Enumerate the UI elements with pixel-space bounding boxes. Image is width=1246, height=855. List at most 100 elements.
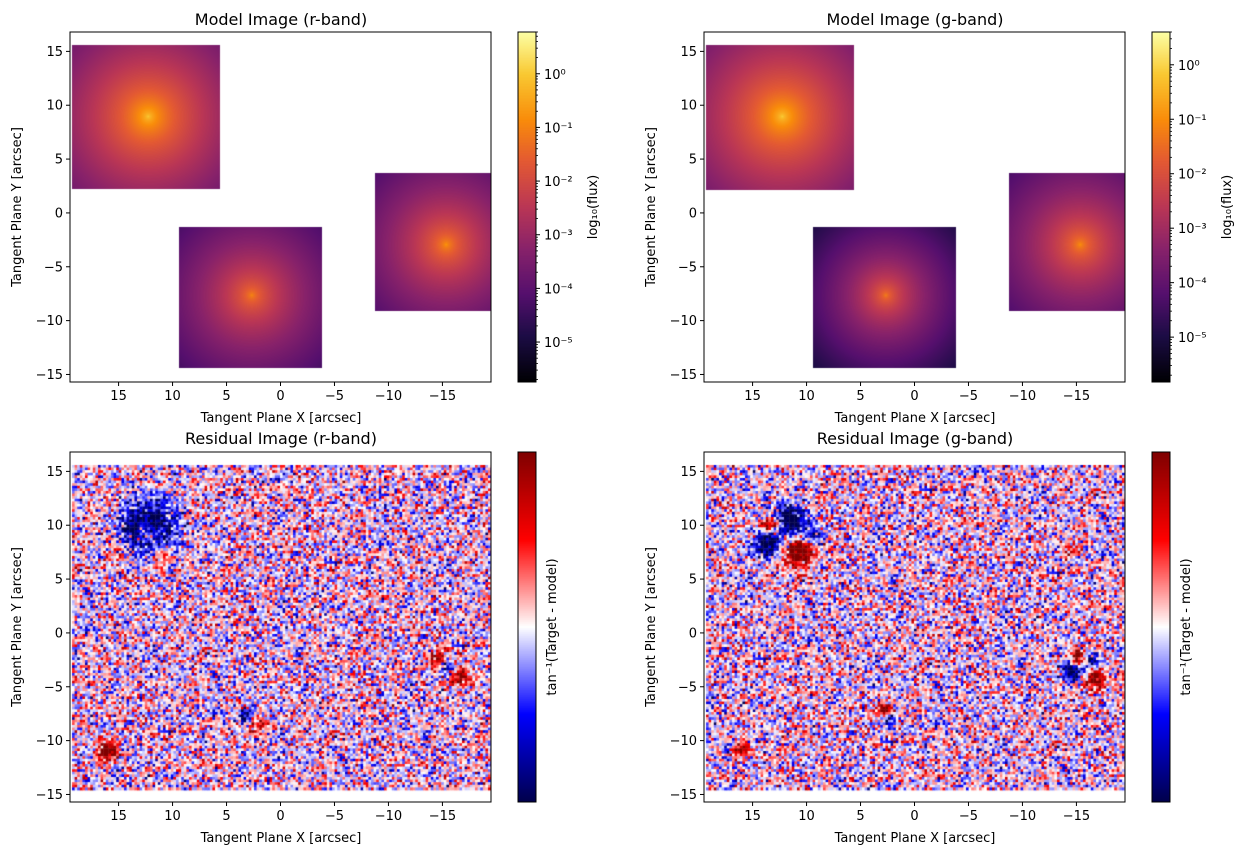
y-tick-label: −10 (670, 314, 697, 329)
x-tick-label: 5 (222, 389, 230, 404)
y-tick-label: 10 (46, 99, 63, 114)
y-tick-label: 10 (46, 519, 63, 534)
x-tick-label: −5 (959, 389, 978, 404)
x-axis-ticks: 15 10 5 0 −5 −10 −15 (744, 382, 1090, 404)
y-tick-label: −5 (678, 260, 697, 275)
panel-title: Residual Image (g-band) (817, 429, 1014, 448)
panel-title: Residual Image (r-band) (185, 429, 377, 448)
y-axis-ticks: 15 10 5 0 −5 −10 −15 (670, 465, 704, 803)
x-tick-label: −15 (429, 809, 456, 824)
y-tick-label: 15 (46, 45, 63, 60)
x-tick-label: −5 (325, 389, 344, 404)
x-tick-label: −5 (325, 809, 344, 824)
x-tick-label: 5 (222, 809, 230, 824)
x-tick-label: −10 (1009, 809, 1036, 824)
colorbar-tick-label: 10⁻³ (544, 229, 573, 244)
x-tick-label: 15 (744, 809, 761, 824)
y-tick-label: 10 (680, 99, 697, 114)
panel-residual-r: Residual Image (r-band) 15 10 5 0 −5 −10 −15 1… (10, 429, 560, 846)
x-tick-label: 10 (798, 389, 815, 404)
colorbar-tick-label: 10⁻⁵ (544, 336, 573, 351)
y-tick-label: 0 (55, 626, 63, 641)
colorbar-ticks: 10⁰ 10⁻¹ 10⁻² 10⁻³ 10⁻⁴ 10⁻⁵ (536, 31, 573, 380)
x-tick-label: 10 (164, 389, 181, 404)
colorbar-tick-label: 10⁻⁵ (1178, 331, 1207, 346)
colorbar-tick-label: 10⁻² (544, 175, 573, 190)
colorbar-tick-label: 10⁻⁴ (1178, 277, 1207, 292)
colorbar: 10⁰ 10⁻¹ 10⁻² 10⁻³ 10⁻⁴ 10⁻⁵ (517, 31, 573, 383)
x-axis-ticks: 15 10 5 0 −5 −10 −15 (744, 802, 1090, 824)
y-tick-label: 15 (680, 465, 697, 480)
y-tick-label: 0 (55, 206, 63, 221)
y-axis-label: Tangent Plane Y [arcsec] (644, 127, 659, 288)
colorbar-label: log₁₀(flux) (586, 175, 601, 240)
colorbar-tick-label: 10⁻³ (1178, 222, 1207, 237)
y-tick-label: 5 (55, 573, 63, 588)
image-plot: 15 10 5 0 −5 −10 −15 15 10 5 0 −5 −10 −15 (670, 31, 1126, 404)
x-axis-label: Tangent Plane X [arcsec] (834, 831, 996, 846)
colorbar (1151, 451, 1171, 803)
colorbar-label: log₁₀(flux) (1220, 175, 1235, 240)
colorbar-ticks: 10⁰ 10⁻¹ 10⁻² 10⁻³ 10⁻⁴ 10⁻⁵ (1170, 31, 1207, 376)
colorbar-frame (1151, 31, 1171, 383)
x-tick-label: 15 (110, 809, 127, 824)
x-tick-label: 10 (798, 809, 815, 824)
colorbar-frame (517, 451, 537, 803)
x-tick-label: 0 (910, 389, 918, 404)
colorbar-label: tan⁻¹(Target - model) (1179, 558, 1194, 695)
x-tick-label: 0 (276, 809, 284, 824)
x-axis-label: Tangent Plane X [arcsec] (200, 831, 362, 846)
panel-title: Model Image (r-band) (195, 10, 367, 29)
panel-residual-g: Residual Image (g-band) 15 10 5 0 −5 −10 −15 1… (644, 429, 1194, 846)
x-tick-label: 0 (276, 389, 284, 404)
colorbar-tick-label: 10⁻² (1178, 168, 1207, 183)
colorbar-tick-label: 10⁰ (544, 68, 566, 83)
image-plot: 15 10 5 0 −5 −10 −15 15 10 5 0 −5 −10 −15 (670, 451, 1126, 824)
x-tick-label: −15 (1063, 809, 1090, 824)
y-tick-label: 0 (689, 626, 697, 641)
y-tick-label: −10 (36, 314, 63, 329)
x-tick-label: −10 (375, 809, 402, 824)
x-tick-label: 10 (164, 809, 181, 824)
x-tick-label: 15 (110, 389, 127, 404)
y-axis-ticks: 15 10 5 0 −5 −10 −15 (670, 45, 704, 383)
x-tick-label: −10 (375, 389, 402, 404)
y-tick-label: −15 (36, 788, 63, 803)
panel-title: Model Image (g-band) (827, 10, 1004, 29)
y-tick-label: −10 (36, 734, 63, 749)
image-plot: 15 10 5 0 −5 −10 −15 15 10 5 0 −5 −10 −15 (36, 451, 492, 824)
colorbar: 10⁰ 10⁻¹ 10⁻² 10⁻³ 10⁻⁴ 10⁻⁵ (1151, 31, 1207, 383)
y-axis-ticks: 15 10 5 0 −5 −10 −15 (36, 465, 70, 803)
y-tick-label: −15 (670, 788, 697, 803)
x-tick-label: 5 (856, 809, 864, 824)
y-tick-label: −15 (670, 368, 697, 383)
y-tick-label: 10 (680, 519, 697, 534)
y-tick-label: 5 (55, 153, 63, 168)
x-tick-label: 0 (910, 809, 918, 824)
x-tick-label: 5 (856, 389, 864, 404)
y-tick-label: −10 (670, 734, 697, 749)
y-tick-label: −5 (678, 680, 697, 695)
colorbar-tick-label: 10⁻¹ (1178, 113, 1207, 128)
panel-model-g: Model Image (g-band) 15 10 5 0 −5 −10 −15 15 10… (644, 10, 1235, 426)
colorbar (517, 451, 537, 803)
y-axis-label: Tangent Plane Y [arcsec] (10, 127, 25, 288)
colorbar-tick-label: 10⁻¹ (544, 121, 573, 136)
x-tick-label: 15 (744, 389, 761, 404)
y-tick-label: 15 (46, 465, 63, 480)
x-tick-label: −15 (429, 389, 456, 404)
y-axis-label: Tangent Plane Y [arcsec] (10, 547, 25, 708)
x-tick-label: −10 (1009, 389, 1036, 404)
x-axis-ticks: 15 10 5 0 −5 −10 −15 (110, 802, 456, 824)
colorbar-frame (517, 31, 537, 383)
y-tick-label: 5 (689, 153, 697, 168)
y-tick-label: −5 (44, 680, 63, 695)
y-tick-label: 15 (680, 45, 697, 60)
x-tick-label: −15 (1063, 389, 1090, 404)
y-tick-label: 0 (689, 206, 697, 221)
y-tick-label: 5 (689, 573, 697, 588)
colorbar-tick-label: 10⁻⁴ (544, 282, 573, 297)
panel-model-r: Model Image (r-band) 15 10 5 0 −5 −10 −15 15 10… (10, 10, 601, 426)
colorbar-label: tan⁻¹(Target - model) (545, 558, 560, 695)
